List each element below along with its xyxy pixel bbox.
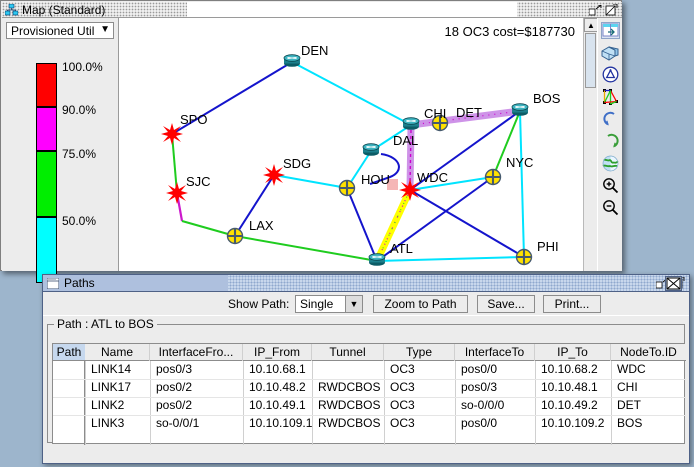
svg-text:CHI: CHI xyxy=(424,106,446,121)
svg-text:DAL: DAL xyxy=(393,133,418,148)
svg-text:PHI: PHI xyxy=(537,239,559,254)
svg-text:SPO: SPO xyxy=(180,112,207,127)
svg-text:HOU: HOU xyxy=(361,172,390,187)
svg-text:SDG: SDG xyxy=(283,156,311,171)
svg-text:SJC: SJC xyxy=(186,174,211,189)
svg-text:LAX: LAX xyxy=(249,218,274,233)
svg-text:NYC: NYC xyxy=(506,155,533,170)
svg-text:DET: DET xyxy=(456,105,482,120)
svg-text:ATL: ATL xyxy=(390,241,413,256)
svg-text:DEN: DEN xyxy=(301,43,328,58)
svg-text:BOS: BOS xyxy=(533,91,561,106)
svg-text:WDC: WDC xyxy=(417,170,448,185)
